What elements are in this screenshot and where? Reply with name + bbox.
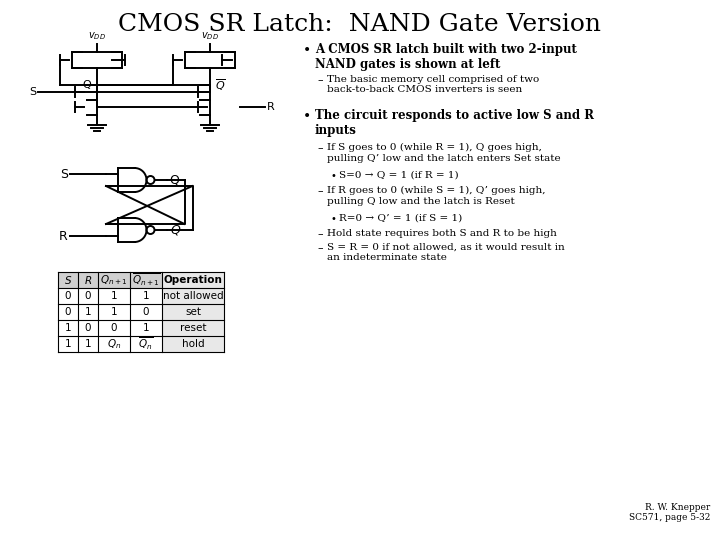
Text: S = R = 0 if not allowed, as it would result in
an indeterminate state: S = R = 0 if not allowed, as it would re… — [327, 243, 564, 262]
Text: The basic memory cell comprised of two
back-to-back CMOS inverters is seen: The basic memory cell comprised of two b… — [327, 75, 539, 94]
Text: 0: 0 — [111, 323, 117, 333]
Text: •: • — [331, 171, 337, 181]
Text: R=0 → Q’ = 1 (if S = 1): R=0 → Q’ = 1 (if S = 1) — [339, 214, 462, 223]
Text: CMOS SR Latch:  NAND Gate Version: CMOS SR Latch: NAND Gate Version — [119, 13, 601, 36]
Text: 0: 0 — [65, 307, 71, 317]
Text: hold: hold — [181, 339, 204, 349]
Text: reset: reset — [180, 323, 206, 333]
Text: set: set — [185, 307, 201, 317]
Text: $\overline{Q}$: $\overline{Q}$ — [215, 77, 226, 93]
Text: not allowed: not allowed — [163, 291, 223, 301]
Text: –: – — [317, 229, 323, 239]
Text: $v_{DD}$: $v_{DD}$ — [88, 30, 106, 42]
Text: The circuit responds to active low S and R
inputs: The circuit responds to active low S and… — [315, 109, 594, 137]
Text: Hold state requires both S and R to be high: Hold state requires both S and R to be h… — [327, 229, 557, 238]
Text: S: S — [60, 167, 68, 180]
Text: $\overline{Q_n}$: $\overline{Q_n}$ — [138, 336, 153, 352]
Text: 1: 1 — [143, 291, 149, 301]
Text: 0: 0 — [85, 323, 91, 333]
Text: 1: 1 — [85, 307, 91, 317]
Text: 1: 1 — [143, 323, 149, 333]
Text: –: – — [317, 143, 323, 153]
Text: $R$: $R$ — [84, 274, 92, 286]
Text: Operation: Operation — [163, 275, 222, 285]
Text: R. W. Knepper
SC571, page 5-32: R. W. Knepper SC571, page 5-32 — [629, 503, 710, 522]
Bar — [58, 272, 224, 352]
Text: Q: Q — [169, 173, 179, 186]
Text: $S$: $S$ — [64, 274, 72, 286]
Text: $\overline{Q}$: $\overline{Q}$ — [169, 222, 181, 238]
Text: 1: 1 — [111, 307, 117, 317]
Text: –: – — [317, 186, 323, 196]
Bar — [162, 272, 224, 352]
Text: $v_{DD}$: $v_{DD}$ — [201, 30, 219, 42]
Text: 0: 0 — [143, 307, 149, 317]
Text: 0: 0 — [85, 291, 91, 301]
Text: If R goes to 0 (while S = 1), Q’ goes high,
pulling Q low and the latch is Reset: If R goes to 0 (while S = 1), Q’ goes hi… — [327, 186, 546, 206]
Text: R: R — [59, 230, 68, 242]
Bar — [58, 272, 224, 288]
Text: 1: 1 — [85, 339, 91, 349]
Text: $Q_{n+1}$: $Q_{n+1}$ — [100, 273, 128, 287]
Text: $\overline{Q_{n+1}}$: $\overline{Q_{n+1}}$ — [132, 272, 161, 288]
Text: •: • — [303, 43, 311, 57]
Text: If S goes to 0 (while R = 1), Q goes high,
pulling Q’ low and the latch enters S: If S goes to 0 (while R = 1), Q goes hig… — [327, 143, 561, 163]
Text: $Q_n$: $Q_n$ — [107, 337, 121, 351]
Text: S=0 → Q = 1 (if R = 1): S=0 → Q = 1 (if R = 1) — [339, 171, 459, 180]
Text: •: • — [303, 109, 311, 123]
Text: –: – — [317, 243, 323, 253]
Text: 1: 1 — [111, 291, 117, 301]
Text: A CMOS SR latch built with two 2-input
NAND gates is shown at left: A CMOS SR latch built with two 2-input N… — [315, 43, 577, 71]
Text: R: R — [267, 102, 275, 112]
Text: Q: Q — [82, 80, 91, 90]
Text: •: • — [331, 214, 337, 224]
Text: –: – — [317, 75, 323, 85]
Text: S: S — [29, 87, 36, 97]
Text: 1: 1 — [65, 323, 71, 333]
Text: 1: 1 — [65, 339, 71, 349]
Text: 0: 0 — [65, 291, 71, 301]
